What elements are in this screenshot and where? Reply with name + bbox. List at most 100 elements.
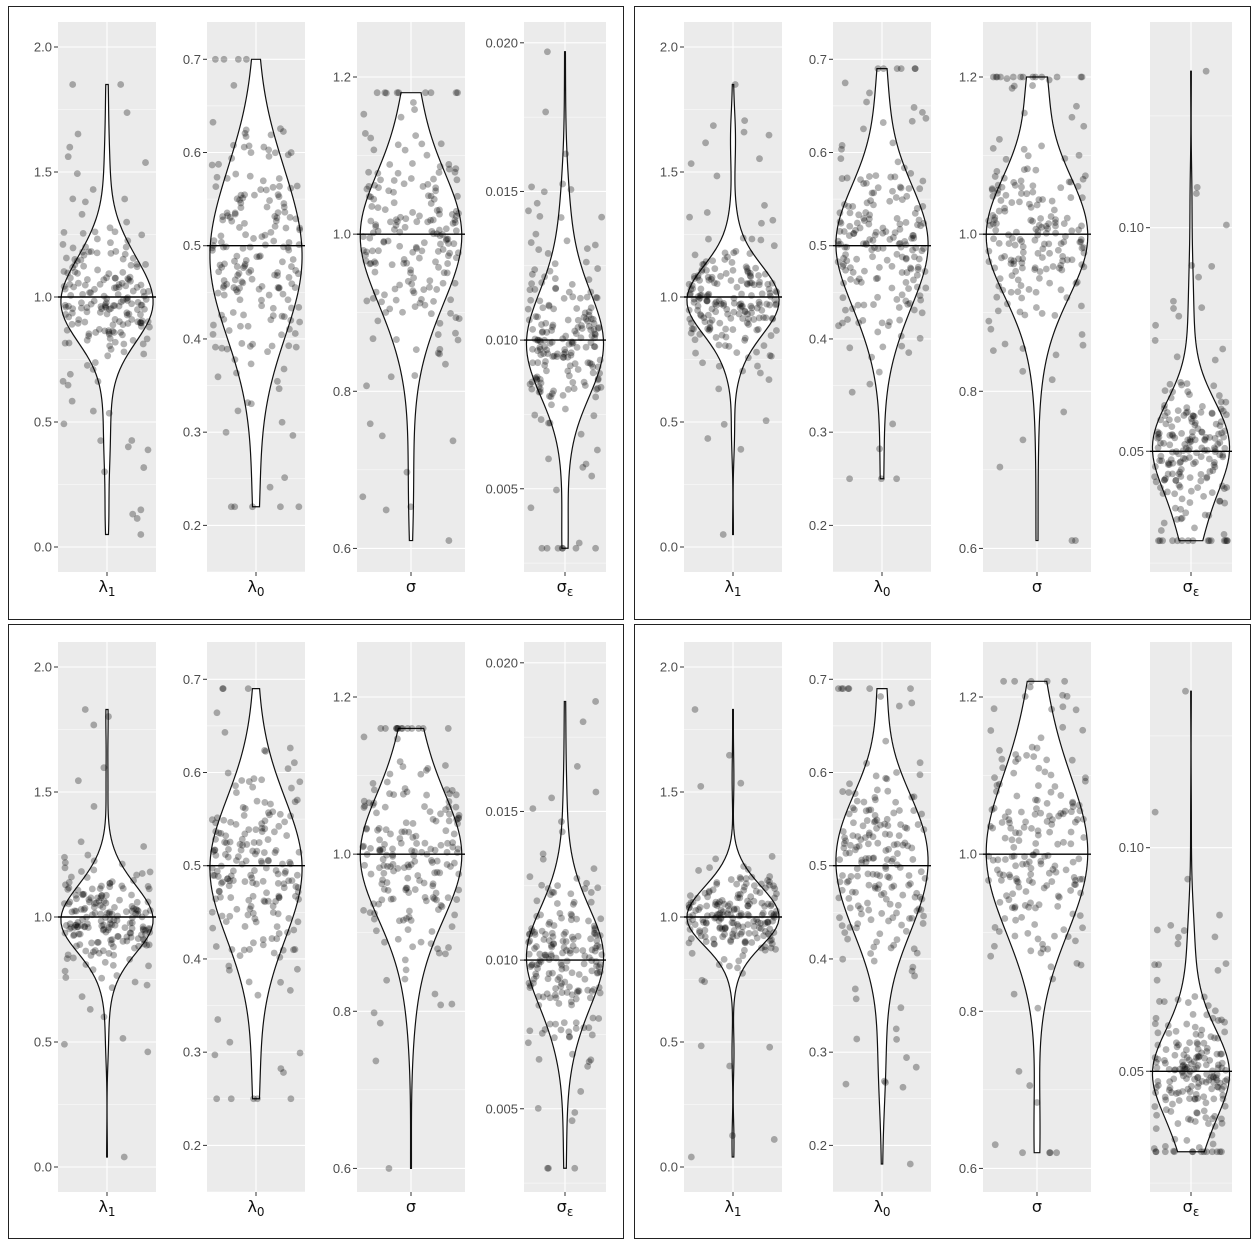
data-point xyxy=(1012,829,1019,836)
data-point xyxy=(280,1069,287,1076)
data-point xyxy=(424,181,431,188)
data-point xyxy=(540,350,547,357)
data-point xyxy=(539,1030,546,1037)
data-point xyxy=(1166,441,1173,448)
data-point xyxy=(532,231,539,238)
data-point xyxy=(768,332,775,339)
data-point xyxy=(111,904,118,911)
data-point xyxy=(246,142,253,149)
data-point xyxy=(1169,470,1176,477)
data-point xyxy=(1004,300,1011,307)
data-point xyxy=(1203,1099,1210,1106)
data-point xyxy=(769,853,776,860)
data-point xyxy=(69,321,76,328)
data-point xyxy=(387,218,394,225)
data-point xyxy=(71,262,78,269)
data-point xyxy=(1009,836,1016,843)
data-point xyxy=(79,211,86,218)
data-point xyxy=(1175,313,1182,320)
data-point xyxy=(1190,413,1197,420)
data-point xyxy=(239,842,246,849)
data-point xyxy=(1075,855,1082,862)
data-point xyxy=(586,276,593,283)
data-point xyxy=(861,217,868,224)
data-point xyxy=(1208,1033,1215,1040)
data-point xyxy=(891,841,898,848)
data-point xyxy=(538,380,545,387)
y-tick-label: 0.015 xyxy=(485,804,518,819)
data-point xyxy=(264,348,271,355)
data-point xyxy=(1157,416,1164,423)
data-point xyxy=(371,786,378,793)
y-tick-label: 0.0 xyxy=(660,1160,678,1175)
data-point xyxy=(711,265,718,272)
data-point xyxy=(78,838,85,845)
data-point xyxy=(404,469,411,476)
data-point xyxy=(413,245,420,252)
data-point xyxy=(990,145,997,152)
data-point xyxy=(1175,996,1182,1003)
data-point xyxy=(869,190,876,197)
data-point xyxy=(884,788,891,795)
data-point xyxy=(747,303,754,310)
data-point xyxy=(728,876,735,883)
data-point xyxy=(535,1002,542,1009)
data-point xyxy=(267,801,274,808)
data-point xyxy=(1012,917,1019,924)
data-point xyxy=(438,902,445,909)
data-point xyxy=(367,845,374,852)
data-point xyxy=(583,461,590,468)
data-point xyxy=(437,163,444,170)
data-point xyxy=(437,1002,444,1009)
data-point xyxy=(1032,811,1039,818)
data-point xyxy=(686,214,693,221)
panel-bottom-right: 0.00.51.01.52.0λ10.20.30.40.50.60.7λ00.6… xyxy=(635,625,1251,1239)
data-point xyxy=(1018,177,1025,184)
data-point xyxy=(737,891,744,898)
data-point xyxy=(1026,201,1033,208)
data-point xyxy=(1186,454,1193,461)
data-point xyxy=(249,503,256,510)
data-point xyxy=(85,924,92,931)
data-point xyxy=(221,56,228,63)
data-point xyxy=(1056,265,1063,272)
data-point xyxy=(867,950,874,957)
data-point xyxy=(1189,418,1196,425)
data-point xyxy=(285,915,292,922)
data-point xyxy=(281,884,288,891)
data-point xyxy=(361,734,368,741)
data-point xyxy=(442,361,449,368)
data-point xyxy=(860,822,867,829)
data-point xyxy=(1029,82,1036,89)
data-point xyxy=(1048,789,1055,796)
data-point xyxy=(410,820,417,827)
data-point xyxy=(1023,888,1030,895)
data-point xyxy=(395,141,402,148)
data-point xyxy=(1161,520,1168,527)
data-point xyxy=(363,382,370,389)
data-point xyxy=(281,313,288,320)
data-point xyxy=(1180,455,1187,462)
data-point xyxy=(538,416,545,423)
data-point xyxy=(1012,242,1019,249)
data-point xyxy=(542,109,549,116)
data-point xyxy=(84,362,91,369)
data-point xyxy=(1009,235,1016,242)
y-tick-label: 0.8 xyxy=(959,1004,977,1019)
data-point xyxy=(987,326,994,333)
data-point xyxy=(233,286,240,293)
data-point xyxy=(275,284,282,291)
data-point xyxy=(545,455,552,462)
data-point xyxy=(1025,904,1032,911)
data-point xyxy=(1074,279,1081,286)
y-tick-label: 2.0 xyxy=(34,660,52,675)
data-point xyxy=(245,826,252,833)
data-point xyxy=(688,1154,695,1161)
data-point xyxy=(545,420,552,427)
data-point xyxy=(390,861,397,868)
data-point xyxy=(92,947,99,954)
data-point xyxy=(863,99,870,106)
data-point xyxy=(844,936,851,943)
data-point xyxy=(1184,876,1191,883)
data-point xyxy=(455,845,462,852)
